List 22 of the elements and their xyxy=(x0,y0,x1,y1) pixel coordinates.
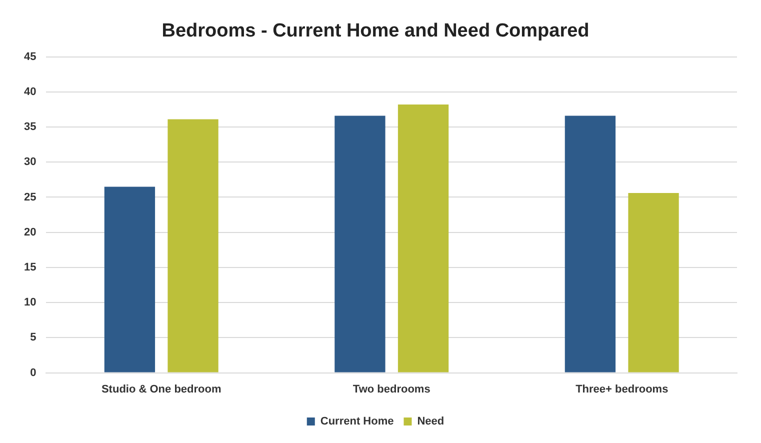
bar xyxy=(334,116,386,372)
bar xyxy=(168,119,218,372)
x-tick-label: Studio & One bedroom xyxy=(101,383,222,396)
y-tick-label: 25 xyxy=(24,191,36,204)
legend-label: Current Home xyxy=(320,416,394,428)
bar xyxy=(398,104,449,372)
y-tick-label: 30 xyxy=(24,156,36,168)
y-tick-label: 20 xyxy=(24,226,36,238)
bar xyxy=(104,186,156,372)
y-tick-label: 5 xyxy=(30,332,36,344)
legend-label: Need xyxy=(417,416,444,428)
y-tick-label: 0 xyxy=(30,366,36,379)
x-tick-label: Two bedrooms xyxy=(352,383,430,396)
y-tick-label: 45 xyxy=(24,50,36,63)
bar xyxy=(564,116,616,372)
y-tick-label: 35 xyxy=(24,121,36,134)
bar xyxy=(628,193,679,372)
chart-title: Bedrooms - Current Home and Need Compared xyxy=(162,20,590,42)
y-tick-label: 10 xyxy=(24,296,36,309)
y-tick-label: 40 xyxy=(24,86,36,98)
y-tick-label: 15 xyxy=(24,262,36,274)
x-tick-label: Three+ bedrooms xyxy=(576,383,668,396)
